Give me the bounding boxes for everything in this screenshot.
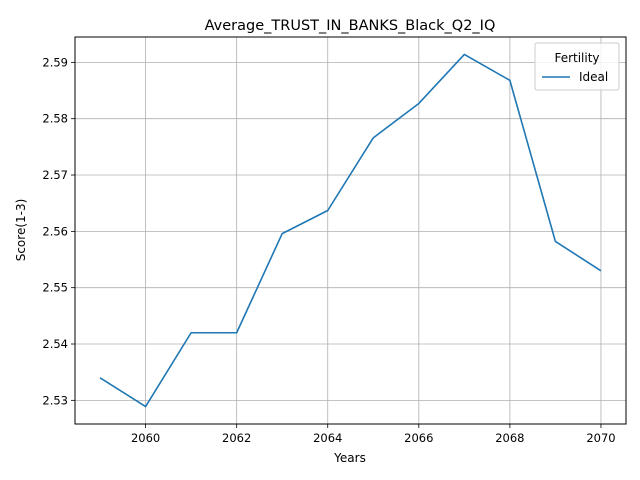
x-tick-label: 2064 (313, 431, 342, 445)
y-tick-label: 2.53 (42, 393, 68, 407)
y-tick-label: 2.59 (42, 55, 68, 69)
chart-title: Average_TRUST_IN_BANKS_Black_Q2_IQ (205, 18, 496, 34)
y-tick-label: 2.57 (42, 168, 68, 182)
x-axis-label: Years (333, 451, 366, 465)
y-axis-label: Score(1-3) (14, 199, 28, 262)
y-tick-label: 2.54 (42, 337, 68, 351)
x-tick-label: 2068 (495, 431, 524, 445)
x-tick-label: 2062 (222, 431, 251, 445)
y-tick-label: 2.55 (42, 281, 68, 295)
legend-label-ideal: Ideal (579, 70, 608, 84)
plot-area (75, 37, 626, 424)
x-tick-label: 2066 (404, 431, 433, 445)
legend: Fertility Ideal (535, 43, 619, 90)
y-tick-label: 2.58 (42, 112, 68, 126)
legend-title: Fertility (554, 51, 599, 65)
y-tick-label: 2.56 (42, 224, 68, 238)
x-tick-label: 2060 (131, 431, 160, 445)
x-tick-label: 2070 (586, 431, 615, 445)
